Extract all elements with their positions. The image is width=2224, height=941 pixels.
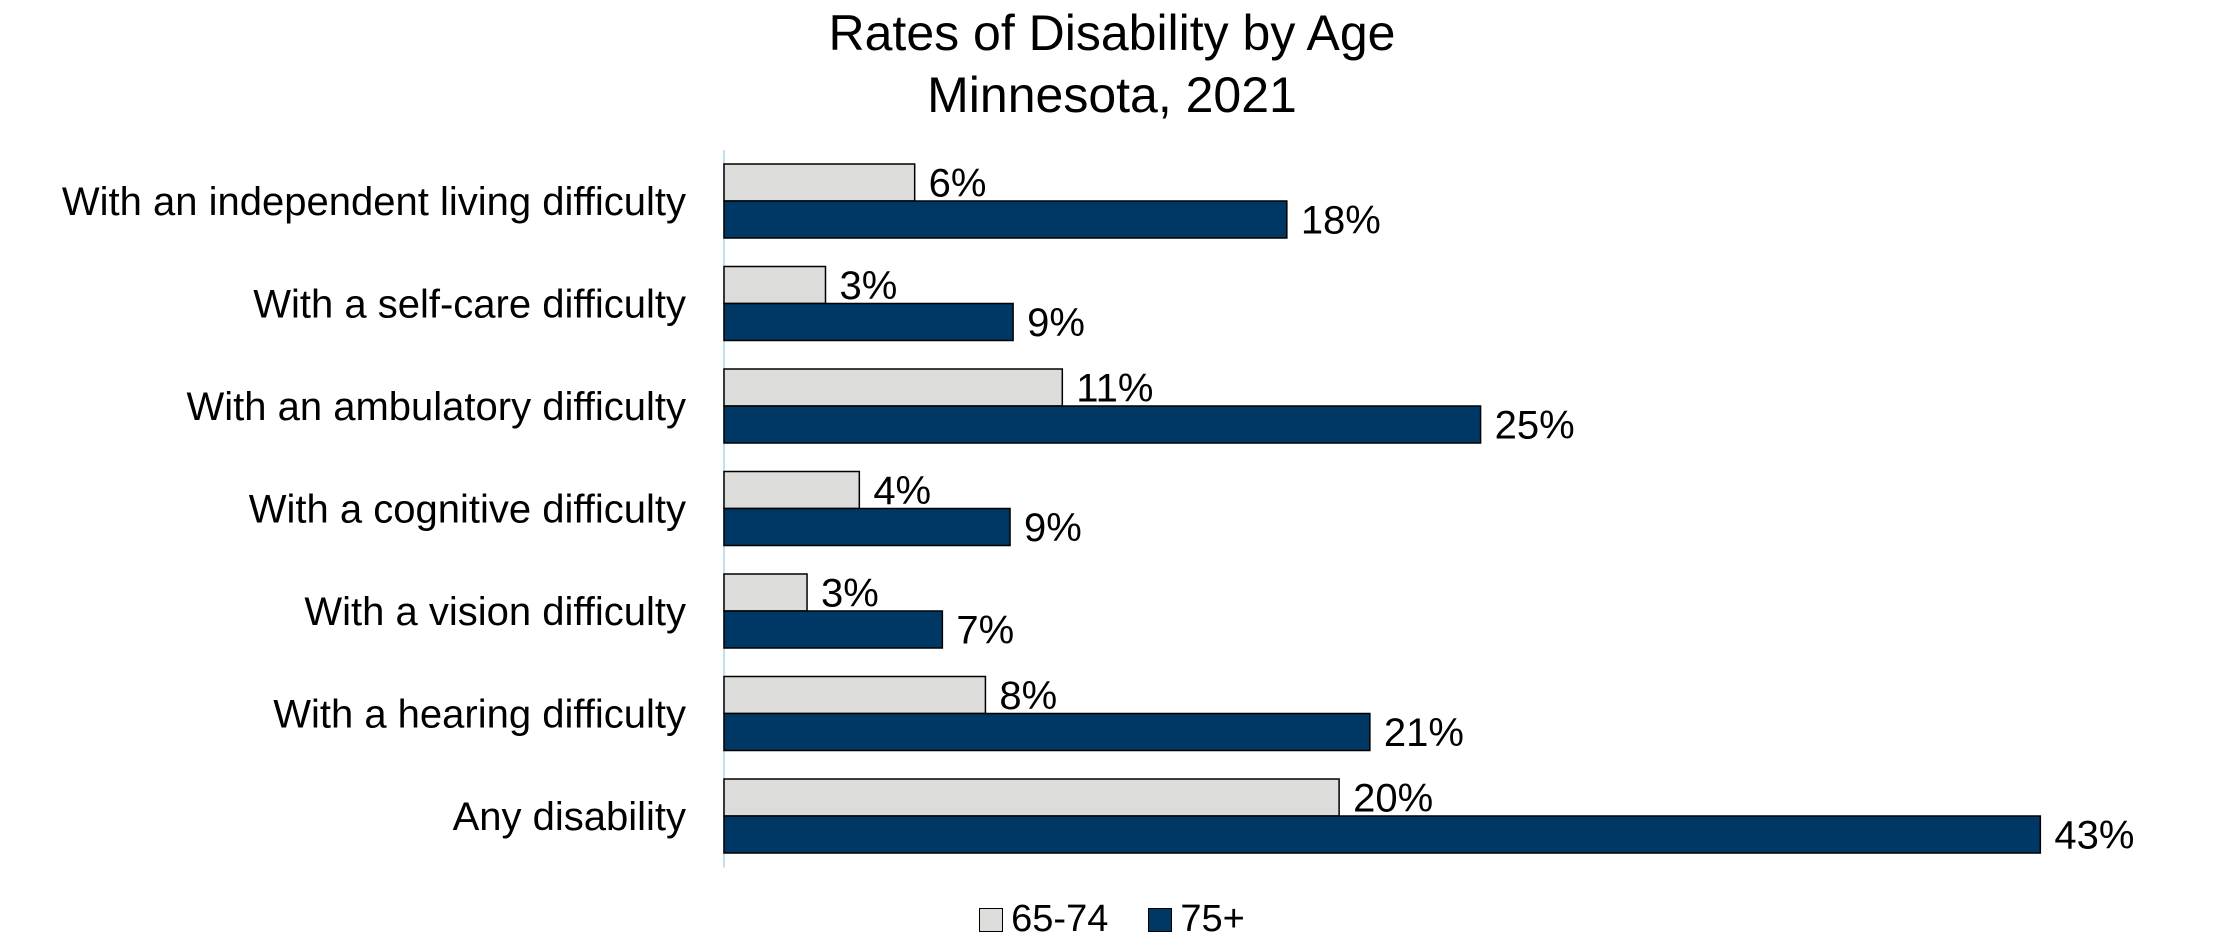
- bar-75-plus: [723, 507, 1011, 547]
- data-label: 3%: [839, 264, 897, 308]
- bar-65-74: [723, 778, 1340, 817]
- legend: 65-74 75+: [0, 898, 2224, 941]
- bar-75-plus: [723, 610, 944, 649]
- data-label: 21%: [1384, 711, 1464, 755]
- chart-title-line: Rates of Disability by Age: [828, 5, 1396, 61]
- category-label: With an ambulatory difficulty: [187, 385, 686, 429]
- bar-65-74: [723, 163, 916, 202]
- bar-75-plus: [723, 712, 1371, 752]
- data-label: 11%: [1076, 367, 1153, 411]
- legend-swatch-series-2: [1148, 907, 1173, 932]
- data-label: 9%: [1024, 506, 1082, 550]
- category-label: Any disability: [453, 795, 686, 839]
- category-label: With a vision difficulty: [304, 590, 686, 634]
- bar-65-74: [723, 368, 1064, 407]
- data-label: 6%: [929, 162, 987, 206]
- legend-label-series-1: 65-74: [1011, 898, 1109, 940]
- data-label: 25%: [1495, 404, 1575, 448]
- data-label: 43%: [2054, 814, 2134, 858]
- category-label: With an independent living difficulty: [62, 180, 686, 224]
- legend-item-series-2: 75+: [1148, 898, 1245, 941]
- data-label: 8%: [999, 674, 1057, 718]
- data-label: 7%: [956, 609, 1014, 653]
- legend-label-series-2: 75+: [1180, 898, 1245, 940]
- data-label: 18%: [1301, 199, 1381, 243]
- bar-75-plus: [723, 302, 1014, 342]
- chart-subtitle-line: Minnesota, 2021: [927, 67, 1297, 123]
- bar-65-74: [723, 573, 808, 612]
- data-label: 3%: [821, 572, 879, 616]
- bar-75-plus: [723, 815, 2042, 854]
- bar-75-plus: [723, 200, 1288, 239]
- category-label: With a cognitive difficulty: [249, 488, 686, 532]
- bar-65-74: [723, 470, 861, 510]
- data-label: 9%: [1027, 301, 1085, 345]
- data-label: 4%: [873, 469, 931, 513]
- chart-title: Rates of Disability by Age Minnesota, 20…: [0, 2, 2224, 126]
- bar-65-74: [723, 265, 827, 305]
- legend-item-series-1: 65-74: [979, 898, 1108, 941]
- category-label: With a self-care difficulty: [253, 283, 686, 327]
- data-label: 20%: [1353, 777, 1433, 821]
- legend-swatch-series-1: [979, 907, 1004, 932]
- bar-75-plus: [723, 405, 1482, 444]
- bar-65-74: [723, 675, 987, 715]
- category-label: With a hearing difficulty: [273, 693, 686, 737]
- bar-chart: With an independent living difficulty 6% 1…: [62, 150, 2134, 868]
